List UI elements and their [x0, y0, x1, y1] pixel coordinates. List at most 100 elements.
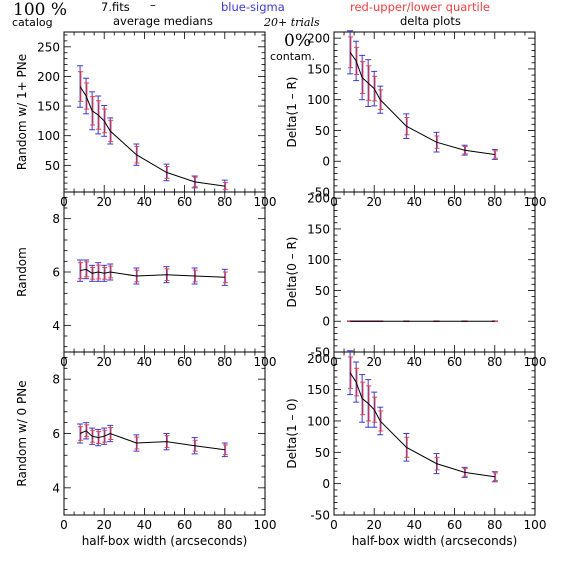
error-bar: [461, 466, 468, 478]
y-tick-label: 100: [307, 414, 330, 428]
error-bar: [221, 442, 228, 458]
contam-label: contam.: [270, 50, 316, 63]
plot-frame: [333, 351, 536, 516]
x-tick-label: 40: [407, 518, 422, 532]
y-tick-label: 150: [307, 383, 330, 397]
header-dash: –: [150, 0, 156, 12]
plot-frame: [333, 31, 536, 193]
median-line: [79, 268, 225, 278]
y-tick-label: 50: [45, 159, 60, 173]
y-tick-label: 0: [322, 477, 330, 491]
x-axis-label: half-box width (arcseconds): [82, 534, 248, 548]
x-tick-label: 60: [177, 518, 192, 532]
sigma-legend: blue-sigma: [221, 0, 285, 14]
y-tick-label: 8: [52, 373, 60, 387]
panel-p5: 0 20 40 60 80 100 4 6 8 Random w/ 0 PNe half-box w…: [15, 351, 277, 548]
x-tick-label: 80: [487, 355, 502, 369]
error-bar: [107, 263, 114, 281]
y-axis-label: Delta(1 – R): [285, 77, 299, 148]
median-line: [79, 430, 225, 451]
error-bar: [491, 471, 498, 483]
x-tick-label: 20: [97, 195, 112, 209]
y-tick-label: 50: [315, 446, 330, 460]
error-bar: [347, 30, 354, 75]
x-tick-label: 40: [137, 355, 152, 369]
y-tick-label: 150: [37, 100, 60, 114]
catalog-label: catalog: [12, 16, 53, 29]
y-tick-label: 150: [307, 222, 330, 236]
x-tick-label: 80: [217, 518, 232, 532]
plot-frame: [63, 191, 266, 353]
x-tick-label: 40: [137, 195, 152, 209]
y-tick-label: -50: [310, 186, 330, 200]
x-tick-label: 20: [367, 518, 382, 532]
x-tick-label: 60: [447, 518, 462, 532]
x-tick-label: 60: [177, 355, 192, 369]
y-tick-label: 100: [37, 129, 60, 143]
y-tick-label: 200: [307, 192, 330, 206]
x-tick-label: 80: [487, 195, 502, 209]
y-tick-label: 4: [52, 481, 60, 495]
y-tick-label: 150: [307, 62, 330, 76]
x-tick-label: 100: [254, 518, 277, 532]
average-medians-label: average medians: [113, 14, 213, 28]
error-bar: [221, 268, 228, 286]
x-tick-label: 20: [97, 355, 112, 369]
x-tick-label: 20: [367, 355, 382, 369]
y-tick-label: 50: [315, 284, 330, 298]
y-tick-label: 200: [307, 32, 330, 46]
y-tick-label: -50: [310, 346, 330, 360]
y-tick-label: 4: [52, 319, 60, 333]
trials-label: 20+ trials: [264, 16, 320, 29]
y-axis-label: Random w/ 1+ PNe: [15, 54, 29, 170]
contam-percent: 0%: [284, 31, 311, 51]
y-tick-label: 0: [322, 315, 330, 329]
x-tick-label: 40: [407, 195, 422, 209]
x-tick-label: 40: [137, 518, 152, 532]
y-tick-label: 6: [52, 266, 60, 280]
x-tick-label: 80: [217, 195, 232, 209]
x-tick-label: 20: [367, 195, 382, 209]
x-tick-label: 0: [330, 518, 338, 532]
x-tick-label: 20: [97, 518, 112, 532]
quartile-legend: red-upper/lower quartile: [350, 0, 490, 14]
y-tick-label: -50: [310, 509, 330, 523]
y-tick-label: 100: [307, 253, 330, 267]
median-line: [349, 52, 495, 155]
x-tick-label: 60: [447, 195, 462, 209]
x-tick-label: 80: [217, 355, 232, 369]
fits-label: 7.fits: [101, 0, 130, 14]
error-bar: [101, 264, 108, 282]
y-tick-label: 6: [52, 427, 60, 441]
y-axis-label: Delta(0 – R): [285, 237, 299, 308]
error-bar: [77, 423, 84, 444]
y-tick-label: 8: [52, 212, 60, 226]
error-bar: [89, 264, 96, 282]
x-tick-label: 80: [487, 518, 502, 532]
y-tick-label: 200: [307, 352, 330, 366]
x-tick-label: 0: [60, 518, 68, 532]
delta-plots-label: delta plots: [400, 14, 461, 28]
y-axis-label: Random: [15, 247, 29, 297]
x-tick-label: 60: [447, 355, 462, 369]
plot-frame: [333, 191, 536, 353]
error-bar: [347, 350, 354, 396]
y-axis-label: Random w/ 0 PNe: [15, 380, 29, 486]
y-tick-label: 50: [315, 124, 330, 138]
y-tick-label: 0: [322, 155, 330, 169]
median-line: [349, 372, 495, 478]
x-tick-label: 60: [177, 195, 192, 209]
x-axis-label: half-box width (arcseconds): [352, 534, 518, 548]
x-tick-label: 100: [524, 518, 547, 532]
y-tick-label: 250: [37, 40, 60, 54]
median-line: [79, 86, 225, 187]
y-tick-label: 200: [37, 70, 60, 84]
catalog-percent: 100 %: [13, 0, 68, 20]
x-tick-label: 40: [407, 355, 422, 369]
